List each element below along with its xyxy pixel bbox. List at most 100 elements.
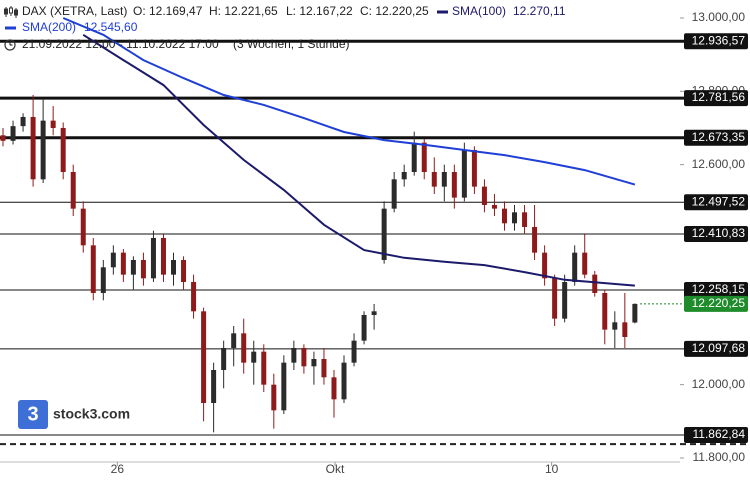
candle-body [211,369,217,403]
level-label: 12.781,56 [692,90,746,104]
candle-body [371,311,377,315]
level-label: 12.936,57 [692,33,746,47]
level-label-box [684,281,748,298]
period: 21.09.2022 12:00 - 11.10.2022 17:00 [22,37,219,51]
candle-body [120,252,126,275]
last-price-box [684,295,748,312]
level-label: 11.862,84 [693,427,746,441]
candle-body [110,252,116,268]
legend-name: SMA(100) [452,4,506,18]
level-label-box [684,340,748,357]
sma-line [62,17,636,186]
candle-body [0,135,6,141]
plot [0,17,638,433]
candle-body [171,259,177,275]
candle-body [341,362,347,400]
candle-body [301,347,307,367]
clock-icon [4,39,16,51]
candle-body [401,171,407,180]
candle-body [251,351,257,363]
ohlc-label: L: 12.167,22 [286,4,353,18]
y-tick-label: 12.000,00 [692,377,746,391]
candle-body [421,142,427,172]
candle-body [582,252,588,275]
level-label: 12.497,52 [692,194,746,208]
candle-body [391,179,397,209]
level-label-box [684,194,748,211]
candle-body [70,171,76,209]
candle-body [201,311,207,403]
level-label: 12.673,35 [692,130,746,144]
legend-value: 12.270,11 [513,4,566,18]
logo-icon [18,400,48,429]
candle-body [281,362,287,411]
candle-body [80,208,86,246]
x-tick-label: 10 [545,462,559,476]
chart-type-icon [4,6,18,18]
candle-body [160,237,166,275]
candle-body [481,186,487,205]
candle-body [241,333,247,363]
y-tick-label: 13.000,00 [692,10,746,24]
level-label-box [684,226,748,243]
y-tick-label: 11.800,00 [693,450,746,464]
candle-body [602,292,608,330]
y-tick-label: 12.600,00 [692,157,746,171]
last-price-label: 12.220,25 [692,296,746,310]
candle-body [30,116,36,180]
candle-body [532,226,538,253]
candle-body [552,278,558,319]
ohlc-label: O: 12.169,47 [133,4,203,18]
candle-body [191,281,197,312]
candle-body [10,126,16,141]
ohlc-label: C: 12.220,25 [360,4,429,18]
candle-body [461,149,467,198]
chart-title: DAX (XETRA, Last) [22,4,127,18]
legend-value: 12.545,60 [84,20,138,34]
candle-body [351,340,357,363]
candle-body [150,237,156,279]
candle-body [271,384,277,411]
x-tick-label: 26 [111,462,125,476]
candle-body [321,358,327,378]
candle-body [491,204,497,209]
axis: 13.000,0012.800,0012.600,0012.000,0011.8… [111,10,748,476]
level-label-box [684,129,748,146]
level-label: 12.410,83 [692,226,746,240]
candle-body [291,347,297,363]
candle-body [361,314,367,341]
candle-body [60,127,66,172]
ohlc-label: H: 12.221,65 [209,4,278,18]
legend: DAX (XETRA, Last) O: 12.169,47 H: 12.221… [4,4,566,51]
candle-body [542,252,548,279]
logo-text: stock3.com [53,406,130,422]
candle-body [140,259,146,279]
candle-body [261,351,267,385]
candle-body [612,322,618,330]
candle-body [130,259,136,275]
candle-body [20,116,26,127]
candle-body [562,281,568,319]
logo-icon-text: 3 [27,403,38,425]
level-label-box [684,90,748,107]
interval: (3 Wochen, 1 Stunde) [233,37,350,51]
candle-body [381,208,387,260]
candle-body [512,212,518,224]
logo: 3 stock3.com [18,400,130,429]
candle-body [181,259,187,282]
candle-body [622,322,628,337]
level-label: 12.258,15 [692,282,746,296]
level-label-box [684,33,748,50]
level-label: 12.097,68 [692,341,746,355]
candle-body [90,245,96,293]
candle-body [311,358,317,367]
candle-body [331,377,337,400]
candle-body [522,212,528,227]
candle-body [50,120,56,128]
candle-body [592,274,598,293]
sma-line [82,33,635,287]
level-label-box [684,426,748,443]
candle-body [100,267,106,293]
